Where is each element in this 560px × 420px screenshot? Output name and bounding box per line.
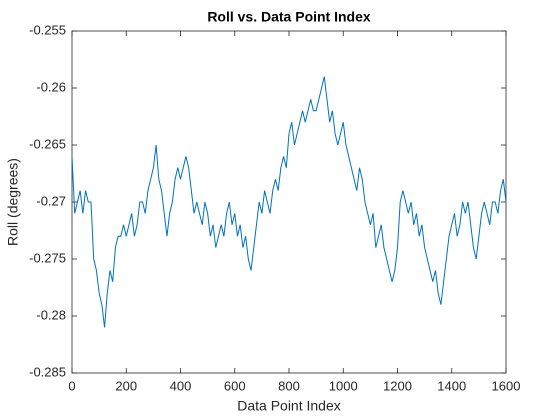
y-tick-label: -0.28 — [36, 307, 66, 322]
x-tick-label: 0 — [68, 378, 75, 393]
x-tick-label: 800 — [278, 378, 300, 393]
y-tick-label: -0.27 — [36, 193, 66, 208]
chart-title: Roll vs. Data Point Index — [207, 9, 371, 25]
x-axis-label: Data Point Index — [237, 398, 341, 414]
y-tick-label: -0.255 — [29, 22, 66, 37]
x-tick-label: 1400 — [437, 378, 466, 393]
x-tick-label: 600 — [224, 378, 246, 393]
y-tick-label: -0.26 — [36, 79, 66, 94]
y-tick-label: -0.275 — [29, 250, 66, 265]
plot-frame — [71, 30, 507, 374]
y-axis-label: Roll (degrees) — [5, 158, 21, 246]
x-tick-label: 1000 — [329, 378, 358, 393]
x-tick-label: 1200 — [383, 378, 412, 393]
x-tick-label: 400 — [170, 378, 192, 393]
data-line — [71, 76, 507, 328]
y-tick-label: -0.285 — [29, 364, 66, 379]
x-tick-label: 1600 — [492, 378, 521, 393]
x-tick-label: 200 — [115, 378, 137, 393]
y-tick-label: -0.265 — [29, 136, 66, 151]
